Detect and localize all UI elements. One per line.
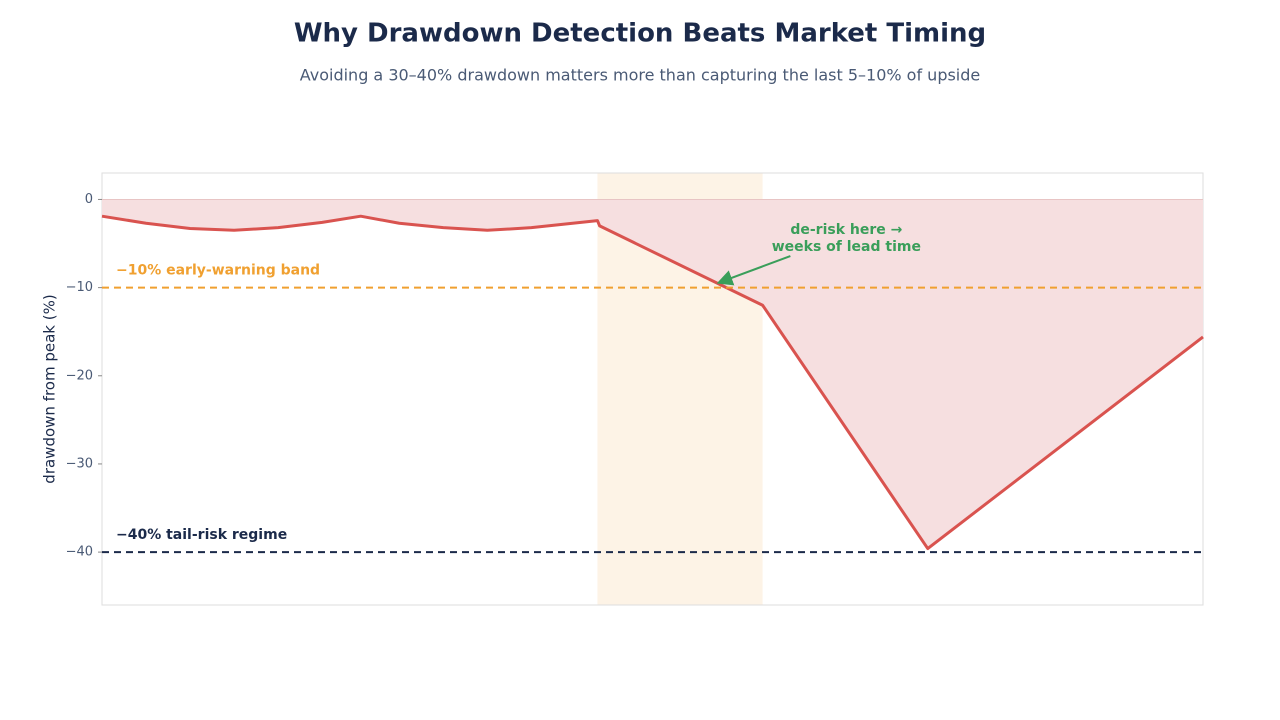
reference-label: −40% tail-risk regime xyxy=(116,527,287,543)
y-tick-label: −20 xyxy=(66,368,93,383)
chart-subtitle: Avoiding a 30–40% drawdown matters more … xyxy=(300,66,981,85)
annotation-arrow xyxy=(716,255,791,286)
y-tick-label: 0 xyxy=(85,192,93,207)
plot-frame xyxy=(101,172,1204,606)
y-tick-label: −40 xyxy=(66,545,93,560)
annotation-text: weeks of lead time xyxy=(772,239,921,255)
chart-title: Why Drawdown Detection Beats Market Timi… xyxy=(294,19,986,49)
y-tick-label: −10 xyxy=(66,280,93,295)
line xyxy=(101,214,1204,551)
reference-label: −10% early-warning band xyxy=(116,263,320,279)
y-tick-label: −30 xyxy=(66,456,93,471)
area xyxy=(102,199,1203,549)
y-axis-label: drawdown from peak (%) xyxy=(41,294,59,483)
annotation-text: de-risk here → xyxy=(790,222,902,238)
